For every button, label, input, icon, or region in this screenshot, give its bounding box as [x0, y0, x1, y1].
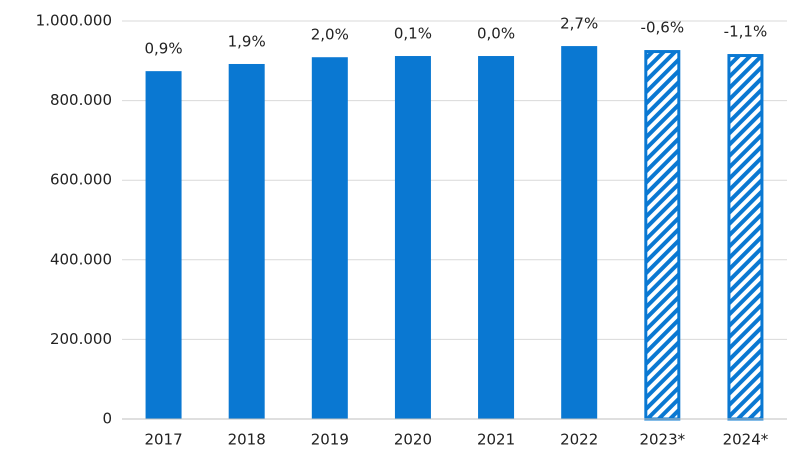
x-tick-label: 2022	[560, 431, 598, 449]
bar	[228, 63, 265, 419]
x-tick-label: 2020	[394, 431, 432, 449]
bar	[727, 54, 764, 421]
bar-annotation: 0,1%	[394, 25, 432, 43]
x-tick-label: 2017	[144, 431, 182, 449]
bar-annotation: -1,1%	[724, 23, 768, 41]
y-tick-label: 1.000.000	[36, 12, 112, 30]
x-tick-label: 2018	[228, 431, 266, 449]
x-tick-label: 2023*	[639, 431, 685, 449]
y-tick-label: 800.000	[50, 91, 112, 109]
bar-annotation: 0,9%	[145, 40, 183, 58]
x-tick-label: 2024*	[723, 431, 769, 449]
x-tick-label: 2019	[311, 431, 349, 449]
bar	[311, 57, 348, 420]
bar	[561, 46, 598, 419]
y-tick-label: 0	[102, 410, 112, 428]
y-tick-label: 400.000	[50, 250, 112, 268]
bar	[145, 71, 182, 419]
y-tick-label: 200.000	[50, 330, 112, 348]
bar-annotation: 0,0%	[477, 25, 515, 43]
y-tick-label: 600.000	[50, 171, 112, 189]
bar	[478, 56, 515, 420]
bar-annotation: 2,0%	[311, 26, 349, 44]
bar-annotation: -0,6%	[641, 19, 685, 37]
bar	[394, 56, 431, 420]
bar-annotation: 2,7%	[560, 15, 598, 33]
bar-annotation: 1,9%	[228, 32, 266, 50]
bar	[644, 50, 681, 421]
x-tick-label: 2021	[477, 431, 515, 449]
